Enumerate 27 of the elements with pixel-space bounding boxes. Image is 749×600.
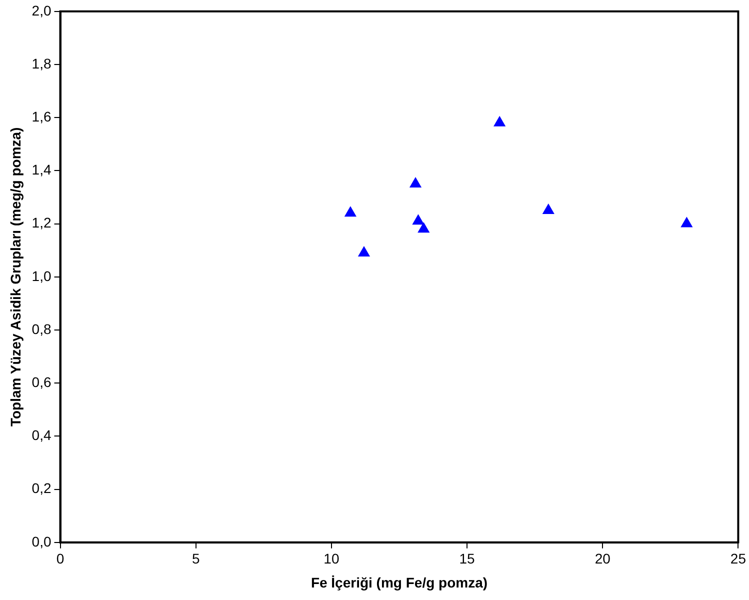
x-tick-label: 10	[324, 550, 340, 567]
y-tick-label: 0,6	[32, 374, 52, 390]
point	[494, 116, 506, 126]
y-tick-label: 0,2	[32, 480, 52, 496]
x-tick-label: 20	[594, 550, 611, 567]
point	[344, 206, 356, 217]
y-axis-title: Toplam Yüzey Asidik Grupları (meg/g pomza)	[7, 127, 24, 427]
y-tick-label: 0,8	[32, 320, 52, 337]
y-tick-label: 1,2	[32, 214, 52, 231]
y-tick-label: 1,6	[32, 108, 52, 124]
x-axis-title: Fe İçeriği (mg Fe/g pomza)	[310, 574, 488, 590]
point	[680, 217, 692, 228]
y-tick-label: 1,4	[32, 162, 52, 178]
point	[418, 222, 430, 233]
x-tick-label: 25	[730, 550, 746, 567]
x-tick-label: 15	[459, 550, 476, 567]
y-tick-label: 0,0	[32, 533, 52, 550]
y-tick-label: 2,0	[32, 2, 52, 18]
point	[410, 177, 422, 188]
point	[542, 204, 554, 214]
x-tick-label: 0	[56, 550, 64, 567]
y-tick-label: 0,4	[32, 427, 52, 444]
point	[358, 246, 370, 257]
y-tick-label: 1,8	[32, 55, 52, 72]
x-tick-label: 5	[192, 550, 200, 567]
y-tick-label: 1,0	[32, 268, 52, 284]
point	[412, 214, 424, 225]
